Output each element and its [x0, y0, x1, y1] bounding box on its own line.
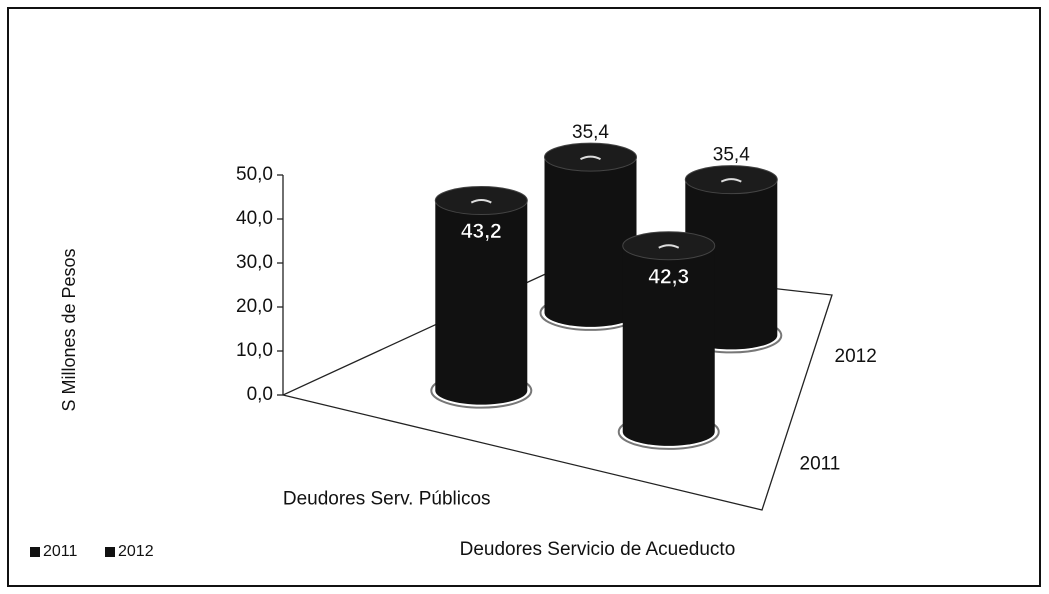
value-label: 35,4: [572, 122, 609, 143]
legend-label: 2011: [43, 543, 78, 560]
value-label: 43,2: [461, 220, 502, 243]
top-highlight: [658, 244, 680, 249]
value-label: 42,3: [648, 265, 689, 288]
y-tick-label: 40,0: [236, 208, 273, 229]
y-tick-label: 50,0: [236, 164, 273, 185]
top-highlight: [580, 155, 601, 161]
depth-label: 2011: [800, 453, 841, 474]
y-axis-label: S Millones de Pesos: [59, 248, 79, 411]
cylinder: [622, 231, 715, 446]
y-tick-label: 0,0: [247, 384, 273, 405]
y-tick-label: 10,0: [236, 340, 273, 361]
y-tick-label: 30,0: [236, 252, 273, 273]
top-highlight: [470, 199, 492, 204]
top-highlight: [720, 178, 742, 183]
y-tick-label: 20,0: [236, 296, 273, 317]
frame: [7, 7, 1041, 587]
legend-swatch: [105, 547, 115, 557]
legend-label: 2012: [118, 543, 154, 560]
cylinder: [435, 186, 528, 405]
x-tick-label: Deudores Servicio de Acueducto: [460, 539, 736, 560]
legend-swatch: [30, 547, 40, 557]
cylinder: [544, 143, 637, 327]
x-tick-label: Deudores Serv. Públicos: [283, 489, 491, 510]
depth-label: 2012: [835, 346, 877, 367]
value-label: 35,4: [713, 145, 750, 166]
